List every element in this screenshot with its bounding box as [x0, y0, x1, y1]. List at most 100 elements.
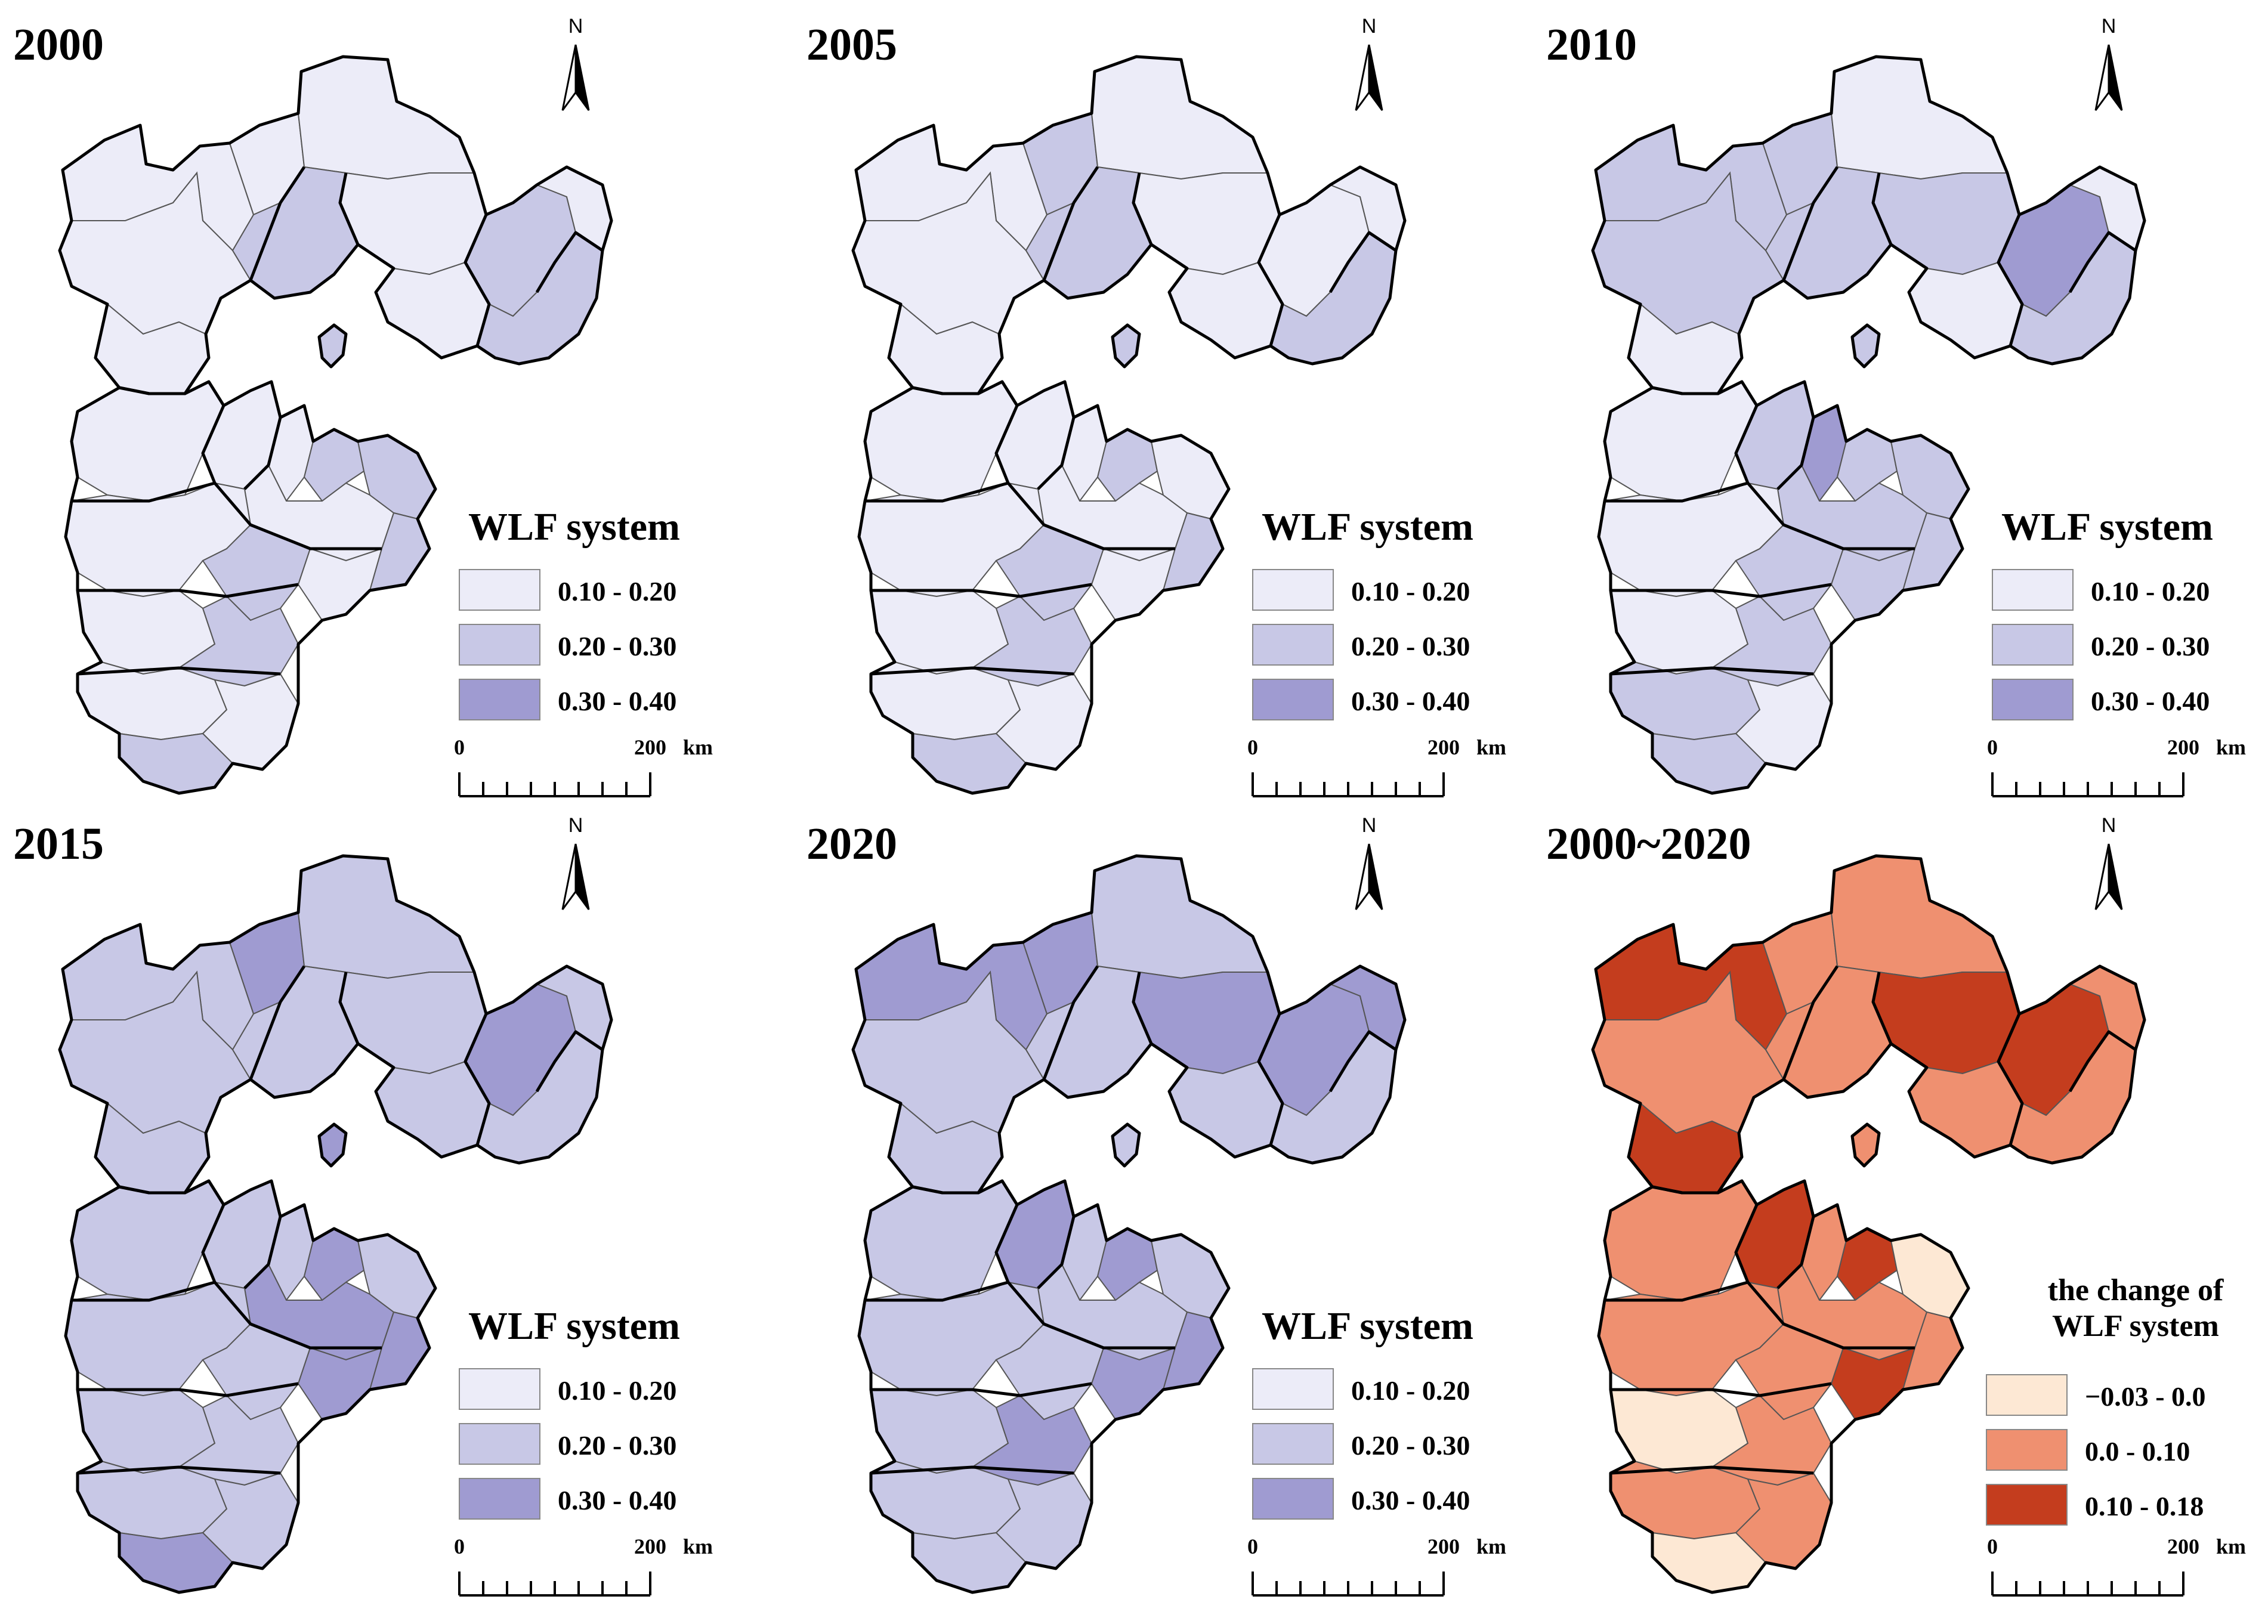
prefecture-boundary — [64, 1179, 437, 1594]
prefecture-boundary — [77, 666, 281, 676]
map-region — [70, 1180, 225, 1301]
map-region — [297, 855, 475, 979]
map-region — [297, 547, 383, 621]
scale-bar: 0 200 km — [1987, 735, 2246, 797]
panel-title: 2020 — [807, 819, 897, 869]
prefecture-boundary — [338, 972, 360, 1044]
map-region — [297, 55, 475, 180]
map-panel-2005: 2005 N WLF system 0.10 - 0.20 0.20 - 0.30 0.3… — [807, 15, 1506, 797]
panel-title: 2005 — [807, 20, 897, 70]
prefecture-boundary — [1605, 1280, 1915, 1350]
prefecture-boundary — [243, 417, 282, 490]
prefecture-boundary — [1997, 1013, 2024, 1146]
prefecture-boundary — [1111, 323, 1141, 369]
prefecture-boundary — [78, 1382, 299, 1397]
legend-label: 0.0 - 0.10 — [2085, 1436, 2190, 1467]
prefecture-boundary — [1037, 417, 1076, 490]
north-arrow: N — [2094, 814, 2123, 910]
map-region — [1830, 855, 2009, 979]
map-region — [1603, 381, 1758, 502]
prefecture-boundary — [1610, 1465, 1814, 1475]
panel-title: 2010 — [1546, 20, 1637, 70]
prefecture-boundary — [1871, 172, 1893, 245]
scale-bar: 0 200 km — [1247, 735, 1506, 797]
north-arrow-left-half — [1355, 44, 1370, 111]
prefecture-boundary — [1782, 965, 1839, 1080]
map-region — [1830, 547, 1916, 621]
scale-label-zero: 0 — [1987, 735, 1998, 759]
prefecture-boundary — [851, 854, 1407, 1195]
legend-label: 0.20 - 0.30 — [1351, 631, 1470, 661]
legend-title: WLF system — [468, 505, 680, 549]
prefecture-boundary — [1611, 1382, 1832, 1397]
map-region — [339, 971, 487, 1075]
prefecture-boundary — [201, 1204, 225, 1283]
map-region — [297, 1347, 383, 1421]
scale-bar: 0 200 km — [1987, 1535, 2246, 1597]
prefecture-boundary — [72, 481, 382, 550]
prefecture-boundary — [1597, 1179, 1970, 1594]
map-region — [1872, 971, 2020, 1075]
prefecture-boundary — [1328, 1030, 1397, 1093]
scale-label-unit: km — [683, 1535, 713, 1558]
prefecture-boundary — [1597, 380, 1970, 795]
prefecture-boundary — [2068, 1030, 2137, 1093]
scale-label-unit: km — [1476, 735, 1506, 759]
legend-swatch — [1986, 1374, 2068, 1416]
map-legend: WLF system 0.10 - 0.20 0.20 - 0.30 0.30 - 0… — [459, 505, 680, 720]
legend-title: WLF system — [468, 1304, 680, 1348]
legend-label: −0.03 - 0.0 — [2085, 1381, 2206, 1412]
prefecture-boundary — [1132, 172, 1153, 245]
legend-swatch — [1252, 1478, 1334, 1520]
north-arrow-right-half — [574, 44, 590, 111]
scale-bar: 0 200 km — [454, 735, 713, 797]
legend-swatch — [1252, 679, 1334, 720]
map-region — [1603, 1180, 1758, 1301]
map-region — [1830, 1347, 1916, 1421]
prefecture-boundary — [1850, 323, 1881, 369]
prefecture-boundary — [1605, 481, 1915, 550]
prefecture-boundary — [870, 666, 1074, 676]
map-legend: WLF system 0.10 - 0.20 0.20 - 0.30 0.30 - 0… — [1252, 505, 1473, 720]
legend-label: 0.10 - 0.18 — [2085, 1491, 2204, 1521]
prefecture-boundary — [1871, 972, 1893, 1044]
prefecture-boundary — [1111, 1122, 1141, 1168]
map-panel-2015: 2015 N WLF system 0.10 - 0.20 0.20 - 0.30 0.3… — [13, 814, 713, 1597]
north-label: N — [568, 814, 583, 837]
prefecture-boundary — [1776, 1216, 1815, 1289]
legend-swatch — [1992, 624, 2074, 666]
north-label: N — [1362, 814, 1377, 837]
prefecture-boundary — [1776, 417, 1815, 490]
legend-label: 0.30 - 0.40 — [1351, 686, 1470, 716]
prefecture-boundary — [243, 1216, 282, 1289]
legend-swatch — [1986, 1484, 2068, 1526]
map-panel-2010: 2010 N WLF system 0.10 - 0.20 0.20 - 0.30 0.3… — [1546, 15, 2246, 797]
scale-label-end: 200 — [2167, 1535, 2199, 1558]
map-region — [70, 381, 225, 502]
legend-swatch — [459, 679, 540, 720]
prefecture-boundary — [865, 481, 1175, 550]
prefecture-boundary — [317, 323, 348, 369]
prefecture-boundary — [1037, 1216, 1076, 1289]
map-region — [864, 381, 1018, 502]
map-legend: WLF system 0.10 - 0.20 0.20 - 0.30 0.30 - 0… — [459, 1304, 680, 1520]
north-arrow-left-half — [2094, 843, 2110, 910]
prefecture-boundary — [871, 1382, 1092, 1397]
prefecture-boundary — [77, 1465, 281, 1475]
prefecture-boundary — [64, 380, 437, 795]
map-legend: WLF system 0.10 - 0.20 0.20 - 0.30 0.30 - 0… — [1252, 1304, 1473, 1520]
prefecture-boundary — [201, 404, 225, 484]
scale-label-end: 200 — [634, 735, 666, 759]
prefecture-boundary — [535, 231, 604, 293]
legend-title-line1: the change of — [2048, 1273, 2224, 1307]
scale-label-unit: km — [1476, 1535, 1506, 1558]
scale-label-unit: km — [683, 735, 713, 759]
prefecture-boundary — [1610, 666, 1814, 676]
legend-swatch — [459, 1423, 540, 1465]
legend-label: 0.30 - 0.40 — [1351, 1485, 1470, 1515]
map-region — [1830, 55, 2009, 180]
prefecture-boundary — [58, 55, 613, 395]
north-arrow: N — [561, 814, 590, 910]
